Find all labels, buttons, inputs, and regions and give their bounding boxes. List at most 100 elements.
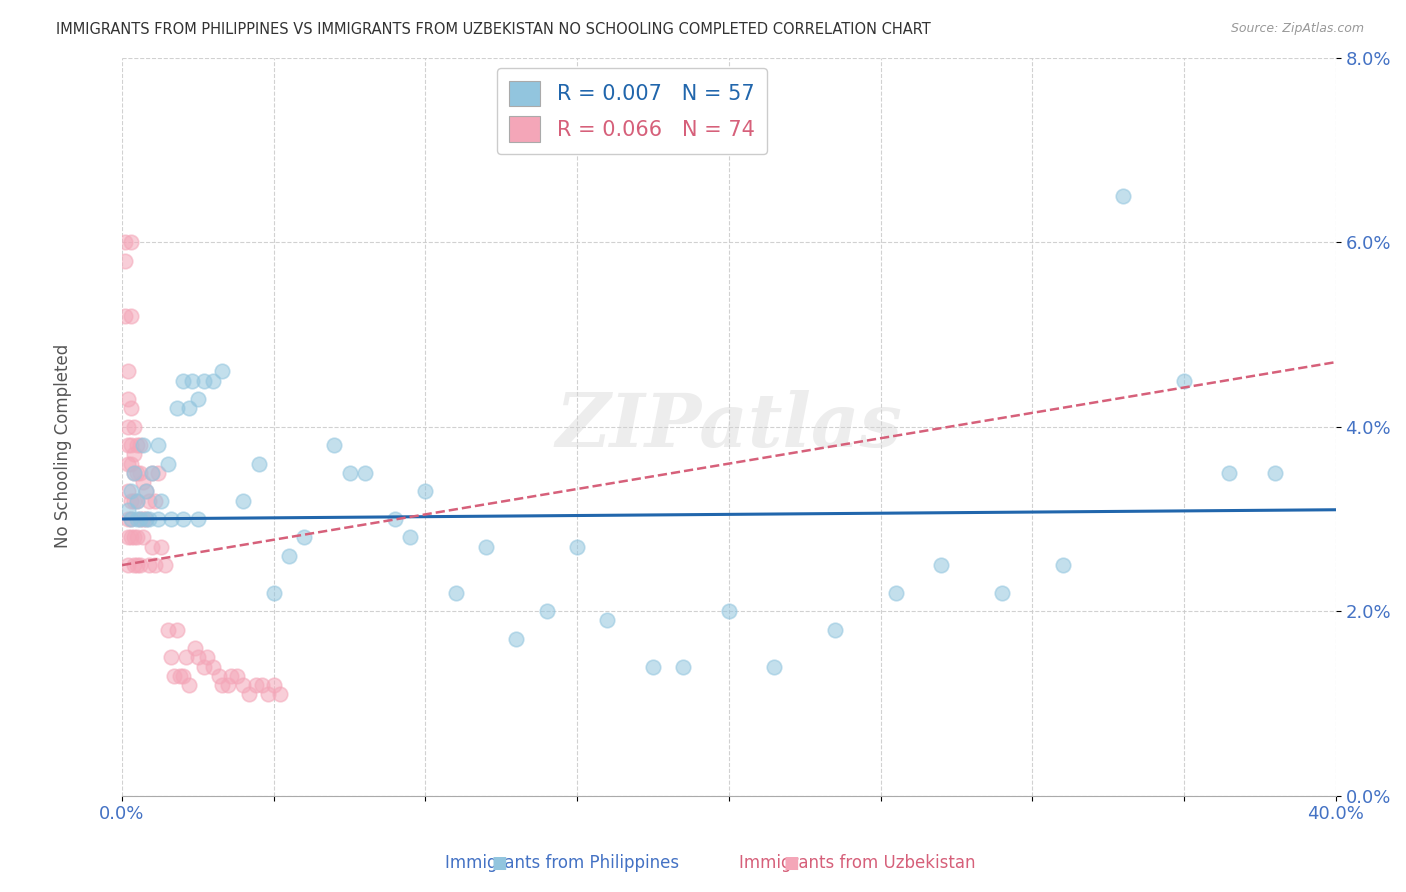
Point	[217, 678, 239, 692]
Point	[148, 466, 170, 480]
Point	[211, 678, 233, 692]
Point	[208, 669, 231, 683]
Point	[117, 502, 139, 516]
Point	[129, 558, 152, 573]
Point	[187, 512, 209, 526]
Point	[174, 650, 197, 665]
Point	[122, 493, 145, 508]
Point	[991, 586, 1014, 600]
Point	[114, 309, 136, 323]
Point	[122, 466, 145, 480]
Point	[232, 678, 254, 692]
Point	[127, 466, 149, 480]
Point	[117, 512, 139, 526]
Text: ■: ■	[491, 855, 508, 872]
Point	[193, 374, 215, 388]
Point	[120, 235, 142, 250]
Point	[135, 512, 157, 526]
Point	[117, 419, 139, 434]
Point	[172, 512, 194, 526]
Point	[824, 623, 846, 637]
Point	[120, 401, 142, 416]
Point	[145, 558, 167, 573]
Point	[117, 531, 139, 545]
Point	[135, 512, 157, 526]
Point	[117, 392, 139, 406]
Point	[127, 493, 149, 508]
Point	[169, 669, 191, 683]
Point	[156, 457, 179, 471]
Point	[187, 650, 209, 665]
Point	[117, 364, 139, 378]
Point	[122, 558, 145, 573]
Point	[596, 614, 619, 628]
Text: No Schooling Completed: No Schooling Completed	[55, 344, 72, 548]
Point	[763, 659, 786, 673]
Text: IMMIGRANTS FROM PHILIPPINES VS IMMIGRANTS FROM UZBEKISTAN NO SCHOOLING COMPLETED: IMMIGRANTS FROM PHILIPPINES VS IMMIGRANT…	[56, 22, 931, 37]
Point	[122, 466, 145, 480]
Text: ZIPatlas: ZIPatlas	[555, 391, 903, 463]
Point	[219, 669, 242, 683]
Point	[1264, 466, 1286, 480]
Point	[641, 659, 664, 673]
Point	[256, 687, 278, 701]
Point	[135, 484, 157, 499]
Point	[141, 540, 163, 554]
Point	[127, 558, 149, 573]
Point	[202, 659, 225, 673]
Point	[277, 549, 299, 563]
Point	[132, 438, 155, 452]
Point	[250, 678, 273, 692]
Point	[292, 531, 315, 545]
Point	[127, 512, 149, 526]
Point	[120, 512, 142, 526]
Point	[1173, 374, 1195, 388]
Point	[145, 493, 167, 508]
Point	[120, 531, 142, 545]
Point	[172, 669, 194, 683]
Point	[129, 438, 152, 452]
Point	[339, 466, 361, 480]
Point	[187, 392, 209, 406]
Point	[129, 512, 152, 526]
Point	[929, 558, 952, 573]
Point	[120, 457, 142, 471]
Point	[120, 493, 142, 508]
Point	[1052, 558, 1074, 573]
Point	[120, 512, 142, 526]
Point	[505, 632, 527, 646]
Point	[132, 512, 155, 526]
Point	[114, 235, 136, 250]
Point	[193, 659, 215, 673]
Point	[717, 604, 740, 618]
Point	[1218, 466, 1240, 480]
Point	[117, 457, 139, 471]
Legend: R = 0.007   N = 57, R = 0.066   N = 74: R = 0.007 N = 57, R = 0.066 N = 74	[496, 68, 768, 154]
Text: Source: ZipAtlas.com: Source: ZipAtlas.com	[1230, 22, 1364, 36]
Point	[138, 493, 160, 508]
Point	[141, 466, 163, 480]
Point	[122, 447, 145, 461]
Point	[195, 650, 218, 665]
Point	[536, 604, 558, 618]
Point	[117, 438, 139, 452]
Point	[172, 374, 194, 388]
Point	[122, 419, 145, 434]
Point	[159, 650, 181, 665]
Point	[475, 540, 498, 554]
Point	[150, 540, 173, 554]
Point	[129, 512, 152, 526]
Point	[672, 659, 695, 673]
Point	[120, 484, 142, 499]
Point	[177, 678, 200, 692]
Point	[148, 438, 170, 452]
Text: Immigrants from Philippines: Immigrants from Philippines	[446, 855, 679, 872]
Point	[117, 558, 139, 573]
Point	[120, 438, 142, 452]
Point	[180, 374, 202, 388]
Point	[150, 493, 173, 508]
Point	[245, 678, 267, 692]
Point	[127, 438, 149, 452]
Point	[122, 531, 145, 545]
Point	[263, 586, 285, 600]
